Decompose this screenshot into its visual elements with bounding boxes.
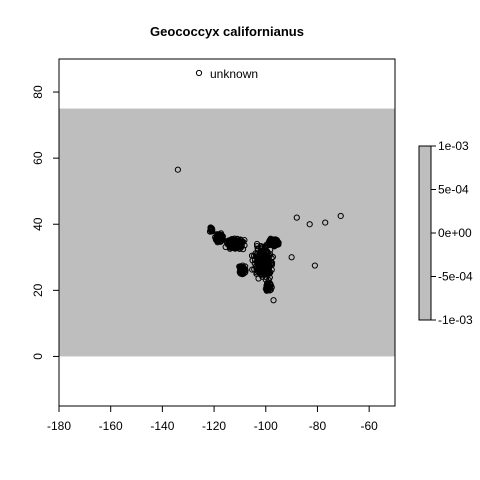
data-point bbox=[293, 214, 300, 221]
colorbar-label: -1e-03 bbox=[438, 313, 473, 327]
y-tick-label: 0 bbox=[31, 353, 45, 360]
data-point bbox=[258, 244, 266, 251]
data-point bbox=[222, 243, 229, 251]
data-point bbox=[257, 247, 264, 254]
y-axis: 0 20 40 60 80 bbox=[31, 85, 60, 360]
colorbar-label: 5e-04 bbox=[438, 183, 469, 197]
y-tick-label: 60 bbox=[31, 151, 45, 165]
x-tick-label: -60 bbox=[360, 419, 378, 433]
data-point bbox=[259, 270, 267, 277]
y-tick-label: 80 bbox=[31, 85, 45, 99]
data-point bbox=[262, 269, 269, 277]
data-point bbox=[234, 241, 241, 248]
colorbar-label: -5e-04 bbox=[438, 270, 473, 284]
chart-title: Geococcyx californianus bbox=[150, 24, 304, 39]
data-point bbox=[306, 221, 313, 228]
data-points bbox=[174, 166, 344, 304]
data-point bbox=[257, 253, 264, 260]
data-point bbox=[217, 232, 224, 239]
x-tick-label: -80 bbox=[309, 419, 327, 433]
colorbar-label: 1e-03 bbox=[438, 139, 469, 153]
data-point bbox=[322, 219, 329, 226]
x-tick-label: -100 bbox=[254, 419, 278, 433]
data-point bbox=[239, 271, 246, 278]
y-tick-label: 20 bbox=[31, 283, 45, 297]
data-point bbox=[257, 242, 265, 250]
data-point bbox=[337, 212, 344, 220]
data-point bbox=[264, 282, 271, 289]
data-point bbox=[212, 234, 219, 241]
colorbar-scale bbox=[418, 145, 432, 321]
data-point bbox=[235, 240, 242, 247]
x-tick-label: -120 bbox=[202, 419, 226, 433]
x-tick-label: -140 bbox=[150, 419, 174, 433]
x-axis: -180 -160 -140 -120 -100 -80 -60 bbox=[47, 405, 378, 433]
data-point bbox=[239, 265, 246, 272]
data-point bbox=[269, 238, 276, 245]
data-point bbox=[239, 268, 246, 275]
data-point bbox=[174, 166, 181, 173]
data-point bbox=[227, 239, 234, 246]
data-point bbox=[261, 266, 268, 274]
legend-marker bbox=[195, 69, 203, 77]
legend-label: unknown bbox=[210, 67, 258, 81]
data-point bbox=[288, 254, 295, 261]
data-point bbox=[264, 284, 271, 291]
data-point bbox=[270, 297, 277, 304]
data-point bbox=[255, 265, 262, 273]
colorbar-label: 0e+00 bbox=[438, 226, 472, 240]
y-tick-label: 40 bbox=[31, 217, 45, 231]
data-point bbox=[209, 227, 216, 235]
data-point bbox=[216, 231, 223, 238]
data-point bbox=[263, 249, 270, 257]
background-band bbox=[59, 108, 395, 357]
x-tick-label: -160 bbox=[99, 419, 123, 433]
legend: unknown bbox=[195, 67, 258, 81]
data-point bbox=[311, 262, 318, 269]
data-point bbox=[268, 254, 275, 262]
data-point bbox=[257, 257, 265, 264]
colorbar: 1e-03 5e-04 0e+00 -5e-04 -1e-03 bbox=[418, 139, 473, 327]
x-tick-label: -180 bbox=[47, 419, 71, 433]
